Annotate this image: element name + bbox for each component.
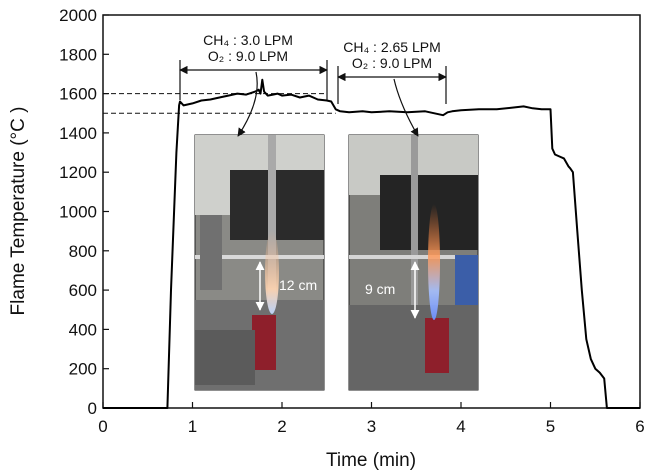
y-tick-label: 1800 [59, 45, 97, 64]
x-tick-label: 0 [98, 417, 107, 436]
annotation-2-line-1: CH₄ : 2.65 LPM [343, 39, 441, 55]
y-tick-label: 0 [88, 399, 97, 418]
y-tick-label: 800 [69, 242, 97, 261]
y-tick-label: 200 [69, 360, 97, 379]
x-axis-title: Time (min) [326, 450, 416, 471]
y-axis-title: Flame Temperature (°C ) [8, 107, 29, 316]
temperature-series-line [103, 78, 640, 409]
y-tick-label: 1600 [59, 85, 97, 104]
x-tick-label: 3 [367, 417, 376, 436]
y-tick-label: 600 [69, 281, 97, 300]
reference-lines [103, 93, 336, 114]
annotation-2-pointer [393, 78, 419, 137]
annotation-1-line-2: O₂ : 9.0 LPM [208, 48, 288, 64]
x-tick-label: 2 [277, 417, 286, 436]
annotation-1: CH₄ : 3.0 LPM O₂ : 9.0 LPM [179, 32, 328, 137]
x-tick-label: 4 [456, 417, 465, 436]
y-tick-label: 1200 [59, 163, 97, 182]
x-axis: 0 1 2 3 4 5 6 [98, 402, 645, 436]
annotation-1-pointer [237, 71, 258, 137]
y-tick-label: 2000 [59, 6, 97, 25]
inset-photo-2: 9 cm [348, 134, 479, 391]
y-tick-label: 400 [69, 320, 97, 339]
annotation-2-line-2: O₂ : 9.0 LPM [352, 55, 432, 71]
x-tick-label: 5 [546, 417, 555, 436]
y-tick-label: 1000 [59, 203, 97, 222]
photo-label-9cm: 9 cm [365, 281, 395, 297]
y-axis: 0 200 400 600 800 1000 1200 1400 1600 1800 2000 [59, 6, 109, 418]
x-tick-label: 1 [188, 417, 197, 436]
annotation-1-line-1: CH₄ : 3.0 LPM [203, 32, 293, 48]
y-tick-label: 1400 [59, 124, 97, 143]
photo-label-12cm: 12 cm [279, 277, 317, 293]
x-tick-label: 6 [635, 417, 644, 436]
inset-photo-1: 12 cm [194, 134, 325, 391]
annotation-2: CH₄ : 2.65 LPM O₂ : 9.0 LPM [337, 39, 447, 137]
